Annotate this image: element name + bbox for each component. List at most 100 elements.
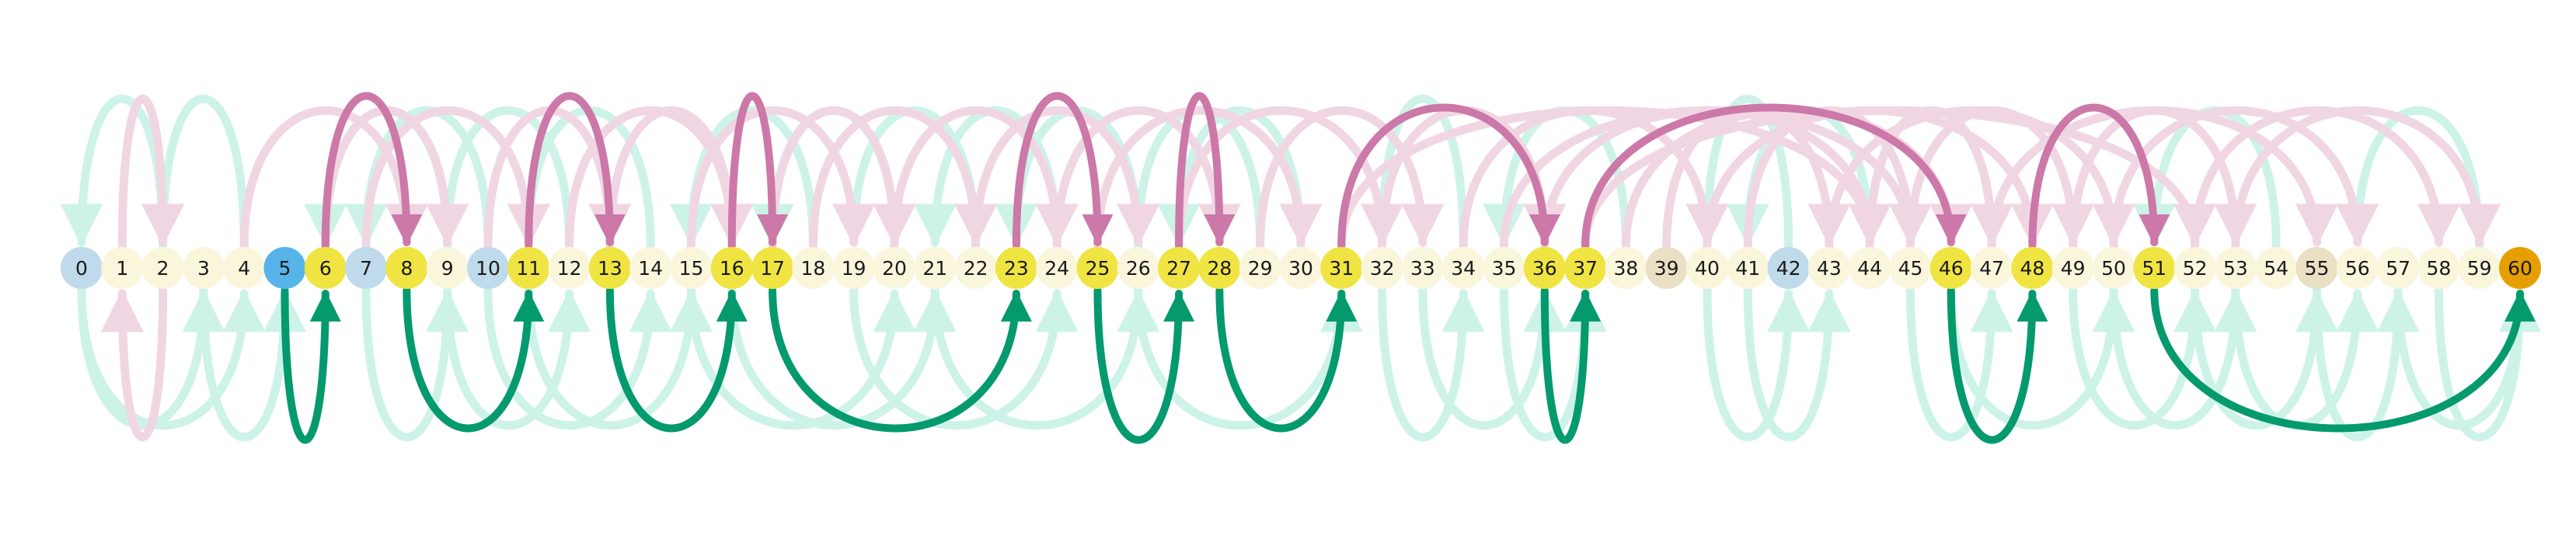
node-9: 9	[426, 247, 469, 289]
node-circle-41	[1727, 247, 1769, 289]
path-edge-27-28	[1175, 92, 1236, 249]
node-label-39: 39	[1654, 257, 1679, 280]
node-circle-15	[670, 247, 713, 289]
path-edges	[281, 92, 2536, 444]
node-circle-20	[873, 247, 915, 289]
node-label-31: 31	[1329, 257, 1354, 280]
edge-49-52	[2069, 286, 2217, 430]
edge-42-40	[1685, 94, 1793, 250]
node-circle-3	[182, 247, 225, 289]
edge-17-20	[768, 106, 916, 250]
node-label-3: 3	[197, 257, 210, 280]
node-34: 34	[1442, 247, 1485, 289]
node-37: 37	[1564, 247, 1607, 289]
node-label-24: 24	[1044, 257, 1069, 280]
node-16: 16	[710, 247, 753, 289]
edge-1-2	[117, 94, 185, 250]
node-label-41: 41	[1735, 257, 1760, 280]
node-15: 15	[670, 247, 713, 289]
node-label-20: 20	[882, 257, 907, 280]
node-label-54: 54	[2264, 257, 2288, 280]
node-label-29: 29	[1248, 257, 1273, 280]
node-label-18: 18	[800, 257, 825, 280]
path-edge-37-46	[1581, 103, 1967, 249]
node-circle-29	[1239, 247, 1281, 289]
node-circle-6	[304, 247, 347, 289]
edge-15-20	[687, 286, 916, 430]
edge-55-57	[2313, 286, 2420, 442]
nodes: 0 1 2 3 4 5 6 7 8 9 10 11 12 13 14 15 16 17 18 19 20 21 22 23 24…	[61, 247, 2541, 289]
edge-37-52	[1581, 106, 2216, 250]
node-label-38: 38	[1613, 257, 1638, 280]
node-28: 28	[1198, 247, 1241, 289]
edge-7-11	[361, 106, 550, 250]
node-label-30: 30	[1288, 257, 1313, 280]
node-circle-42	[1767, 247, 1810, 289]
node-circle-60	[2499, 247, 2541, 289]
node-label-0: 0	[75, 257, 88, 280]
path-edge-36-37	[1540, 287, 1602, 444]
node-label-45: 45	[1898, 257, 1923, 280]
node-2: 2	[141, 247, 184, 289]
edge-45-47	[1906, 286, 2013, 442]
path-edge-8-11	[403, 287, 545, 433]
node-7: 7	[345, 247, 388, 289]
edge-45-49	[1906, 106, 2095, 250]
edge-59-56	[2336, 106, 2484, 250]
node-label-19: 19	[842, 257, 866, 280]
node-circle-53	[2214, 247, 2257, 289]
path-edge-46-48	[1947, 287, 2048, 444]
node-label-14: 14	[638, 257, 663, 280]
node-label-43: 43	[1817, 257, 1842, 280]
node-48: 48	[2011, 247, 2054, 289]
node-circle-13	[588, 247, 631, 289]
path-edge-28-31	[1215, 287, 1358, 433]
edge-46-50	[1947, 286, 2135, 430]
node-label-59: 59	[2467, 257, 2492, 280]
node-label-11: 11	[516, 257, 541, 280]
node-circle-43	[1807, 247, 1850, 289]
node-circle-30	[1280, 247, 1322, 289]
node-circle-51	[2133, 247, 2176, 289]
node-label-2: 2	[157, 257, 169, 280]
node-44: 44	[1849, 247, 1891, 289]
node-circle-24	[1036, 247, 1079, 289]
edge-4-2	[141, 94, 249, 250]
node-label-56: 56	[2345, 257, 2370, 280]
path-edge-5-6	[281, 287, 341, 444]
node-52: 52	[2173, 247, 2216, 289]
node-53: 53	[2214, 247, 2257, 289]
node-circle-21	[914, 247, 957, 289]
node-circle-48	[2011, 247, 2054, 289]
node-22: 22	[954, 247, 997, 289]
node-circle-2	[141, 247, 184, 289]
path-edge-11-13	[525, 92, 626, 249]
node-label-58: 58	[2426, 257, 2451, 280]
path-edge-25-27	[1093, 287, 1195, 444]
edge-0-3	[77, 286, 225, 430]
node-circle-5	[263, 247, 306, 289]
node-label-50: 50	[2101, 257, 2126, 280]
node-33: 33	[1401, 247, 1444, 289]
node-label-17: 17	[760, 257, 785, 280]
edge-50-53	[2109, 286, 2257, 430]
node-circle-39	[1645, 247, 1688, 289]
node-label-36: 36	[1532, 257, 1557, 280]
node-label-26: 26	[1126, 257, 1151, 280]
edge-24-28	[1052, 106, 1241, 250]
node-circle-59	[2458, 247, 2501, 289]
path-edge-31-36	[1337, 103, 1560, 249]
node-label-1: 1	[116, 257, 128, 280]
node-60: 60	[2499, 247, 2541, 289]
node-46: 46	[1929, 247, 1972, 289]
node-label-27: 27	[1166, 257, 1191, 280]
node-26: 26	[1117, 247, 1159, 289]
edge-10-13	[483, 106, 632, 250]
node-circle-58	[2417, 247, 2460, 289]
edge-10-14	[483, 286, 672, 430]
node-label-60: 60	[2508, 257, 2532, 280]
node-label-6: 6	[319, 257, 332, 280]
node-20: 20	[873, 247, 915, 289]
path-edge-17-23	[769, 287, 1032, 433]
edge-18-22	[808, 106, 998, 250]
